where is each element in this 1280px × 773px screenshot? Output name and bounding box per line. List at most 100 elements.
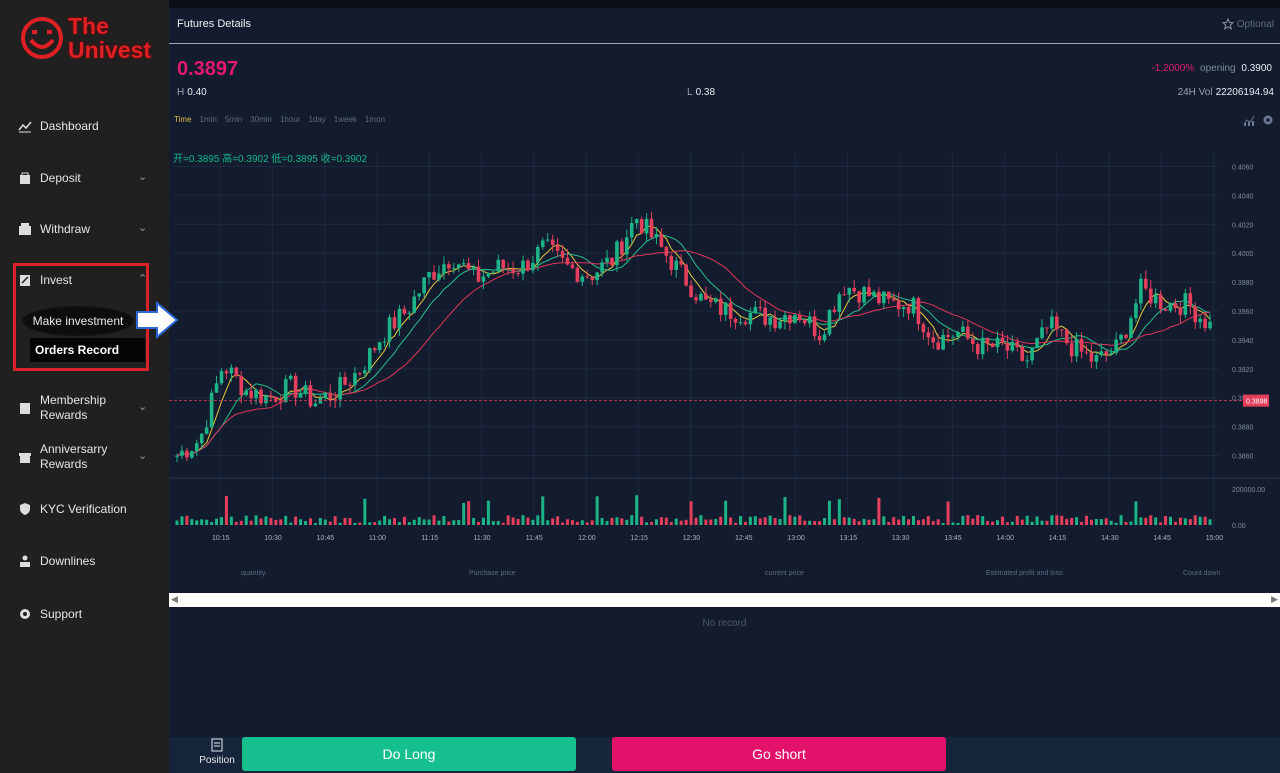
sidebar-item-support[interactable]: Support bbox=[18, 600, 82, 628]
volume-bar bbox=[916, 520, 920, 525]
candle-body bbox=[506, 268, 510, 270]
gear-icon bbox=[20, 609, 30, 619]
candle-body bbox=[516, 273, 520, 275]
submenu-make-investment[interactable]: Make investment bbox=[22, 306, 134, 336]
bag-icon bbox=[20, 172, 30, 184]
brand-logo[interactable]: The Univest bbox=[20, 10, 160, 72]
candle-body bbox=[199, 433, 204, 444]
sidebar-item-deposit[interactable]: Deposit ⌄ bbox=[18, 164, 147, 192]
settings-gear-icon[interactable] bbox=[1262, 114, 1274, 126]
x-tick-label: 10:15 bbox=[212, 535, 230, 542]
candle-body bbox=[1059, 329, 1064, 331]
col-purchase-price: Purchase price bbox=[469, 570, 516, 577]
go-short-button[interactable]: Go short bbox=[612, 737, 946, 771]
tab-1week[interactable]: 1week bbox=[333, 115, 357, 124]
sidebar-item-anniversary-rewards[interactable]: Anniversarry Rewards ⌄ bbox=[18, 442, 147, 471]
sidebar-item-invest[interactable]: Invest ⌃ bbox=[18, 266, 147, 294]
sidebar-item-label: Invest bbox=[40, 273, 73, 287]
volume-bar bbox=[392, 518, 396, 525]
volume-bar bbox=[911, 515, 915, 525]
tab-5min[interactable]: 5min bbox=[224, 115, 243, 124]
tab-1hour[interactable]: 1hour bbox=[279, 115, 301, 124]
candle-body bbox=[249, 390, 253, 399]
volume-bar bbox=[304, 521, 308, 525]
volume-bar bbox=[368, 522, 372, 525]
volume-bar bbox=[1154, 517, 1158, 525]
sidebar-item-label: Downlines bbox=[40, 554, 96, 568]
sidebar-item-withdraw[interactable]: Withdraw ⌄ bbox=[18, 215, 147, 243]
candle-body bbox=[1010, 341, 1015, 351]
scroll-right-icon[interactable]: ▶ bbox=[1271, 594, 1278, 604]
volume-bar bbox=[299, 519, 303, 525]
candle-body bbox=[1153, 294, 1158, 304]
tab-30min[interactable]: 30min bbox=[250, 115, 272, 124]
volume-bar bbox=[961, 515, 965, 525]
sidebar-item-dashboard[interactable]: Dashboard bbox=[18, 112, 99, 140]
candle-body bbox=[175, 455, 179, 457]
candle-body bbox=[1035, 338, 1039, 348]
do-long-button[interactable]: Do Long bbox=[242, 737, 576, 771]
submenu-orders-record[interactable]: Orders Record bbox=[30, 338, 145, 362]
candle-body bbox=[946, 334, 950, 338]
col-count-down: Count down bbox=[1183, 570, 1221, 577]
tab-1mon[interactable]: 1mon bbox=[364, 115, 385, 124]
x-axis-ticks: 10:15 10:30 10:45 11:00 11:15 11:30 11:45 12:00… bbox=[212, 535, 1223, 542]
candle-body bbox=[975, 344, 980, 355]
col-current-price: current price bbox=[765, 570, 804, 577]
volume-bar bbox=[936, 519, 940, 525]
optional-toggle[interactable]: Optional bbox=[1221, 18, 1274, 30]
volume-bar bbox=[1094, 518, 1098, 525]
candle-body bbox=[615, 241, 619, 266]
volume-bar bbox=[1099, 519, 1103, 525]
x-tick-label: 13:00 bbox=[787, 535, 805, 542]
y-tick-label: 0.3920 bbox=[1232, 367, 1254, 374]
candle-body bbox=[1173, 303, 1178, 309]
x-tick-label: 12:45 bbox=[735, 535, 753, 542]
volume-bar bbox=[600, 517, 604, 525]
candle-body bbox=[1055, 316, 1059, 330]
tab-time[interactable]: Time bbox=[174, 115, 192, 124]
volume-bar bbox=[808, 520, 812, 525]
horizontal-scrollbar[interactable]: ◀ ▶ bbox=[169, 593, 1280, 607]
volume-bar bbox=[234, 521, 238, 525]
x-tick-label: 13:45 bbox=[944, 535, 962, 542]
volume-bar bbox=[951, 522, 955, 525]
sidebar-item-membership-rewards[interactable]: Membership Rewards ⌄ bbox=[18, 393, 147, 422]
candle-body bbox=[817, 336, 822, 341]
volume-bar bbox=[343, 517, 347, 525]
candle-body bbox=[674, 260, 679, 270]
position-button[interactable]: Position bbox=[199, 738, 235, 773]
tab-1min[interactable]: 1min bbox=[199, 115, 217, 124]
sidebar-item-downlines[interactable]: Downlines bbox=[18, 547, 95, 575]
volume-bar bbox=[926, 516, 930, 525]
volume-bar bbox=[595, 496, 599, 525]
candle-body bbox=[461, 263, 466, 265]
tab-1day[interactable]: 1day bbox=[308, 115, 326, 124]
volume-bar bbox=[654, 519, 658, 525]
volume-bar bbox=[462, 502, 466, 525]
indicator-icon[interactable] bbox=[1243, 114, 1255, 126]
current-price-line: 0.3898 bbox=[169, 394, 1269, 407]
sidebar-item-kyc-verification[interactable]: KYC Verification bbox=[18, 495, 127, 523]
volume-bar bbox=[407, 522, 411, 525]
x-tick-label: 11:15 bbox=[421, 535, 438, 542]
candle-body bbox=[1163, 309, 1168, 311]
candle-body bbox=[882, 291, 886, 304]
volume-bar bbox=[1045, 520, 1049, 525]
candle-body bbox=[862, 287, 866, 303]
candle-body bbox=[447, 264, 451, 269]
price-chart[interactable]: 0.4060 0.4040 0.4020 0.4000 0.3980 0.3960 0.39… bbox=[169, 140, 1280, 550]
volume-bar bbox=[486, 500, 490, 525]
candle-body bbox=[1198, 318, 1202, 323]
scroll-left-icon[interactable]: ◀ bbox=[171, 594, 178, 604]
volume-bar bbox=[175, 520, 179, 525]
candle-body bbox=[254, 389, 258, 399]
volume-bar bbox=[615, 517, 619, 525]
candle-body bbox=[298, 393, 303, 398]
y-tick-label: 0.3980 bbox=[1232, 280, 1254, 287]
volume-bar bbox=[259, 518, 263, 525]
candle-body bbox=[788, 315, 792, 324]
arrow-right-icon bbox=[136, 301, 179, 339]
volume-bar bbox=[892, 517, 896, 525]
volume-bar bbox=[1178, 517, 1182, 525]
